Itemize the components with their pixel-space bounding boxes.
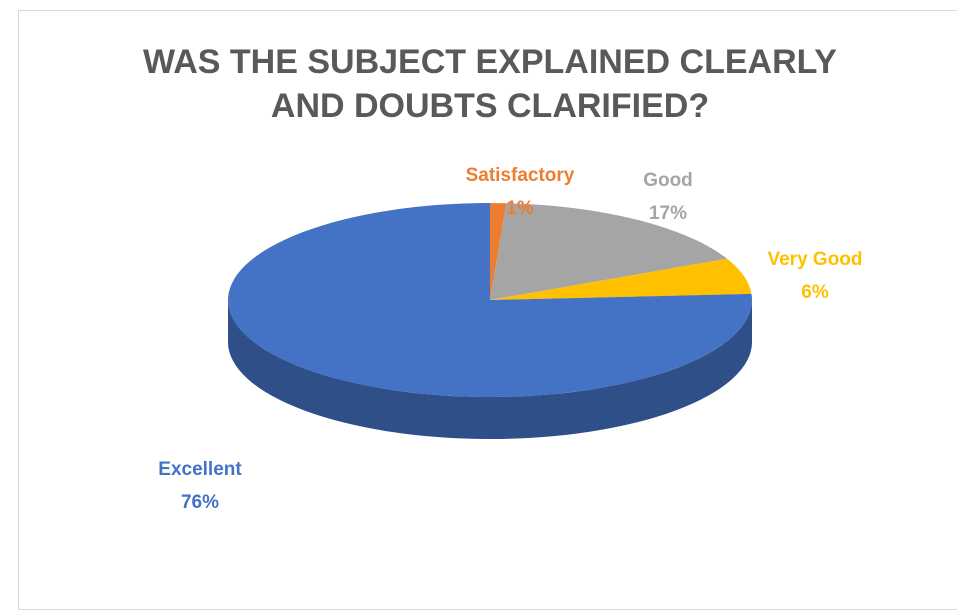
data-label-value: 6% [801,282,829,303]
data-label-value: 17% [649,203,687,224]
data-label-name: Very Good [767,249,862,270]
data-label-name: Excellent [158,459,242,480]
data-label-value: 76% [181,492,219,513]
pie-chart: Satisfactory 1% Good 17% Very Good 6% Excellen… [158,165,862,513]
chart-area: WAS THE SUBJECT EXPLAINED CLEARLY AND DO… [18,10,957,610]
data-label-value: 1% [506,198,534,219]
data-label-name: Satisfactory [466,165,575,186]
data-label-name: Good [643,170,693,191]
slice-side-shade [228,300,752,439]
slice [490,203,728,300]
slice [490,258,752,300]
slice-side [228,300,752,439]
slice [490,203,507,300]
slice [228,203,753,398]
chart-title: WAS THE SUBJECT EXPLAINED CLEARLY AND DO… [143,43,837,125]
